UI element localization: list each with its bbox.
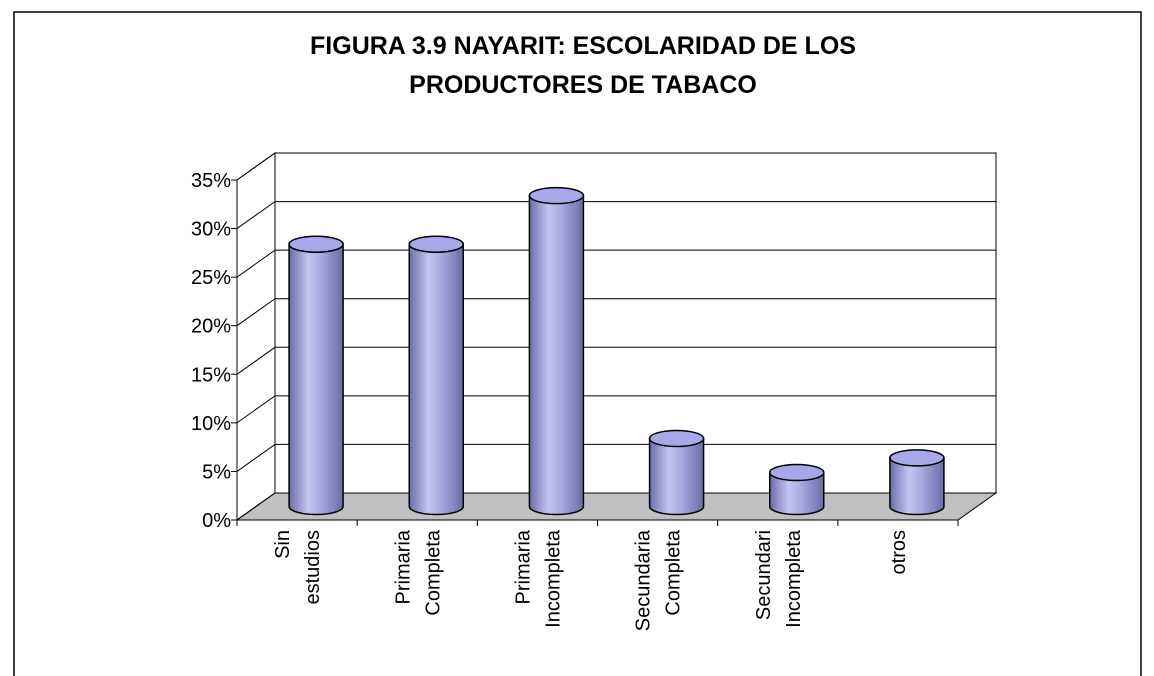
chart-title: FIGURA 3.9 NAYARIT: ESCOLARIDAD DE LOS [310, 32, 856, 60]
side-wall [236, 152, 276, 521]
x-tick-label: Primaria [512, 529, 534, 604]
x-tick-label: Sin [272, 530, 294, 559]
cylinder-top [889, 449, 945, 467]
y-tick-label: 5% [202, 461, 231, 483]
cylinder [528, 186, 585, 516]
y-tick-label: 35% [191, 170, 231, 192]
grid-line [236, 298, 996, 327]
x-tick-label: otros [888, 530, 910, 574]
x-tick-label: Completa [663, 529, 685, 615]
grid-line [236, 249, 996, 278]
grid-line [236, 152, 996, 181]
cylinder [769, 463, 825, 516]
x-tick-label: Incompleta [783, 529, 805, 628]
grid-line [236, 346, 996, 375]
cylinder [889, 449, 945, 516]
y-tick-label: 25% [191, 267, 231, 289]
x-tick-label: Secundaria [633, 529, 655, 631]
grid-line [236, 201, 996, 229]
cylinder [288, 235, 344, 516]
cylinder-top [769, 463, 825, 482]
grid-line [236, 492, 996, 521]
x-tick-label: Secundari [753, 530, 775, 620]
cylinder-body [648, 437, 705, 516]
cylinder-body [889, 457, 945, 516]
grid-line [236, 443, 996, 472]
y-tick-label: 30% [191, 219, 231, 241]
y-tick-label: 15% [191, 364, 231, 386]
back-wall [274, 152, 997, 494]
chart-title: PRODUCTORES DE TABACO [409, 71, 757, 99]
y-tick-label: 10% [191, 413, 231, 435]
cylinder-top [528, 186, 585, 205]
cylinder-top [408, 235, 464, 253]
x-tick-label: estudios [302, 530, 324, 605]
cylinder-top [648, 429, 705, 448]
grid-line [236, 395, 996, 424]
cylinder-body [769, 471, 825, 516]
cylinder-body [288, 243, 344, 516]
cylinder [408, 235, 464, 516]
y-tick-label: 20% [191, 316, 231, 338]
y-tick-label: 0% [202, 510, 231, 532]
cylinder-top [288, 235, 344, 253]
cylinder [648, 429, 705, 516]
frame [13, 11, 1142, 676]
cylinder-body [528, 194, 585, 516]
x-tick-label: Primaria [392, 529, 414, 604]
x-tick-label: Completa [422, 529, 444, 615]
floor [235, 492, 998, 521]
x-tick-label: Incompleta [542, 529, 564, 628]
cylinder-body [408, 243, 464, 516]
